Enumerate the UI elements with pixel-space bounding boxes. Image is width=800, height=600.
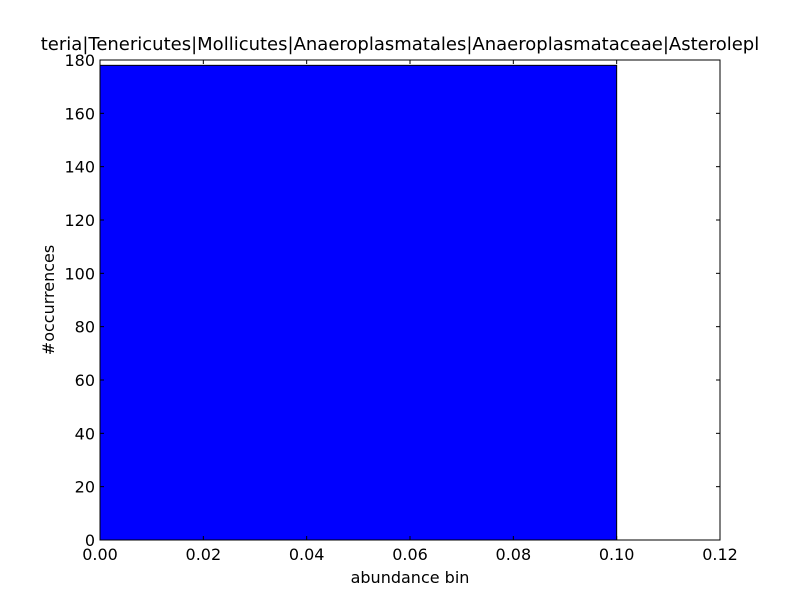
y-tick-label: 180 bbox=[64, 51, 95, 70]
bars-layer bbox=[99, 64, 618, 541]
y-tick-label: 160 bbox=[64, 104, 95, 123]
x-tick-label: 0.04 bbox=[289, 545, 325, 564]
y-tick-label: 40 bbox=[75, 424, 95, 443]
x-axis-label: abundance bin bbox=[351, 568, 470, 587]
y-tick-label: 140 bbox=[64, 158, 95, 177]
y-tick-label: 80 bbox=[75, 318, 95, 337]
y-tick-label: 60 bbox=[75, 371, 95, 390]
x-tick-label: 0.00 bbox=[82, 545, 118, 564]
bar-0 bbox=[99, 64, 618, 541]
x-tick-label: 0.06 bbox=[392, 545, 428, 564]
y-tick-label: 0 bbox=[85, 531, 95, 550]
x-tick-label: 0.12 bbox=[702, 545, 738, 564]
ticks-layer: 0.00 0.02 0.04 0.06 0.08 0.10 0.12 0 20 40 60 80 100… bbox=[64, 51, 737, 564]
y-axis-label: #occurrences bbox=[39, 245, 58, 355]
x-tick-label: 0.02 bbox=[186, 545, 222, 564]
plot-frame bbox=[99, 59, 721, 541]
chart-title: teria|Tenericutes|Mollicutes|Anaeroplasm… bbox=[41, 34, 760, 55]
x-tick-label: 0.08 bbox=[496, 545, 532, 564]
x-tick-label: 0.10 bbox=[599, 545, 635, 564]
y-tick-label: 100 bbox=[64, 264, 95, 283]
y-tick-label: 120 bbox=[64, 211, 95, 230]
y-tick-label: 20 bbox=[75, 478, 95, 497]
